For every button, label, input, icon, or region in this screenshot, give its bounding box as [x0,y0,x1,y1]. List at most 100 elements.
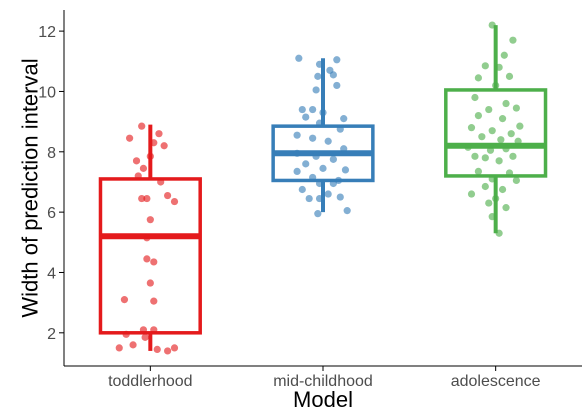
data-point [315,119,324,127]
y-tick-label: 4 [47,265,56,282]
data-point [495,63,503,71]
x-axis-ticks: toddlerhood mid-childhood adolescence [108,366,541,390]
data-point [150,326,158,334]
data-point [488,175,496,183]
data-point [146,216,154,224]
data-point [343,207,351,215]
data-point [302,113,310,121]
data-point [319,164,327,172]
data-point [485,199,493,207]
data-point [498,185,507,194]
data-point [486,146,495,154]
data-point [498,115,507,123]
data-point [293,149,301,157]
data-point [146,152,154,160]
data-point [333,56,341,64]
data-point [157,178,165,186]
data-point [509,36,517,44]
data-point [502,145,510,153]
data-point [141,333,149,341]
data-point [298,105,306,114]
x-tick-label: adolescence [451,373,541,390]
data-point [293,167,301,176]
data-point [315,60,324,68]
data-point [340,115,348,123]
data-point [488,127,496,135]
data-point [495,229,503,237]
data-point [312,86,320,94]
data-point [324,137,332,145]
y-tick-label: 10 [38,84,56,101]
y-axis-ticks: 2 4 6 8 10 12 [38,24,64,343]
plot-area [98,21,548,355]
data-point [314,72,322,80]
data-point [336,125,344,133]
data-point [474,74,482,82]
points-mid-childhood [293,54,351,218]
data-point [138,194,146,203]
data-point [488,213,496,221]
data-point [505,72,514,80]
data-point [120,296,129,304]
data-point [139,164,148,172]
data-point [132,157,141,165]
y-tick-label: 6 [47,205,56,222]
data-point [514,137,522,145]
data-point [315,179,324,188]
data-point [315,194,324,203]
data-point [170,197,179,206]
x-tick-label: mid-childhood [273,373,373,390]
data-point [324,190,332,198]
data-point [474,111,482,120]
data-point [502,99,510,108]
data-point [164,191,172,200]
data-point [507,130,515,138]
data-point [481,62,489,70]
data-point [492,194,500,203]
data-point [298,185,306,194]
box-group-adolescence [444,25,548,234]
data-point [336,193,344,201]
data-point [505,169,514,177]
data-point [474,167,482,176]
data-point [150,139,158,147]
data-point [164,347,172,355]
data-point [129,341,137,349]
data-point [333,81,341,90]
data-point [471,93,479,102]
data-point [302,160,310,168]
data-point [122,330,130,338]
data-point [500,51,508,59]
data-point [150,297,158,305]
box [444,88,548,178]
data-point [309,105,317,114]
x-axis-title: Model [293,387,353,410]
data-point [134,172,142,180]
data-point [329,155,337,163]
data-point [305,194,313,203]
data-point [160,142,168,150]
y-tick-label: 8 [47,145,56,162]
y-tick-label: 2 [47,326,56,343]
data-point [340,145,348,153]
data-point [467,190,476,198]
data-point [481,182,489,191]
y-axis-title: Width of prediction interval [18,58,43,317]
data-point [143,255,151,263]
data-point [115,344,123,352]
data-point [314,210,322,218]
data-point [485,105,493,114]
data-point [509,152,517,160]
data-point [502,204,510,212]
y-tick-label: 12 [38,24,56,41]
data-point [341,166,350,174]
data-point [481,154,489,162]
data-point [329,71,337,79]
data-point [293,131,301,139]
data-point [146,279,154,287]
data-point [312,152,320,160]
data-point [497,136,505,144]
box [98,177,202,335]
